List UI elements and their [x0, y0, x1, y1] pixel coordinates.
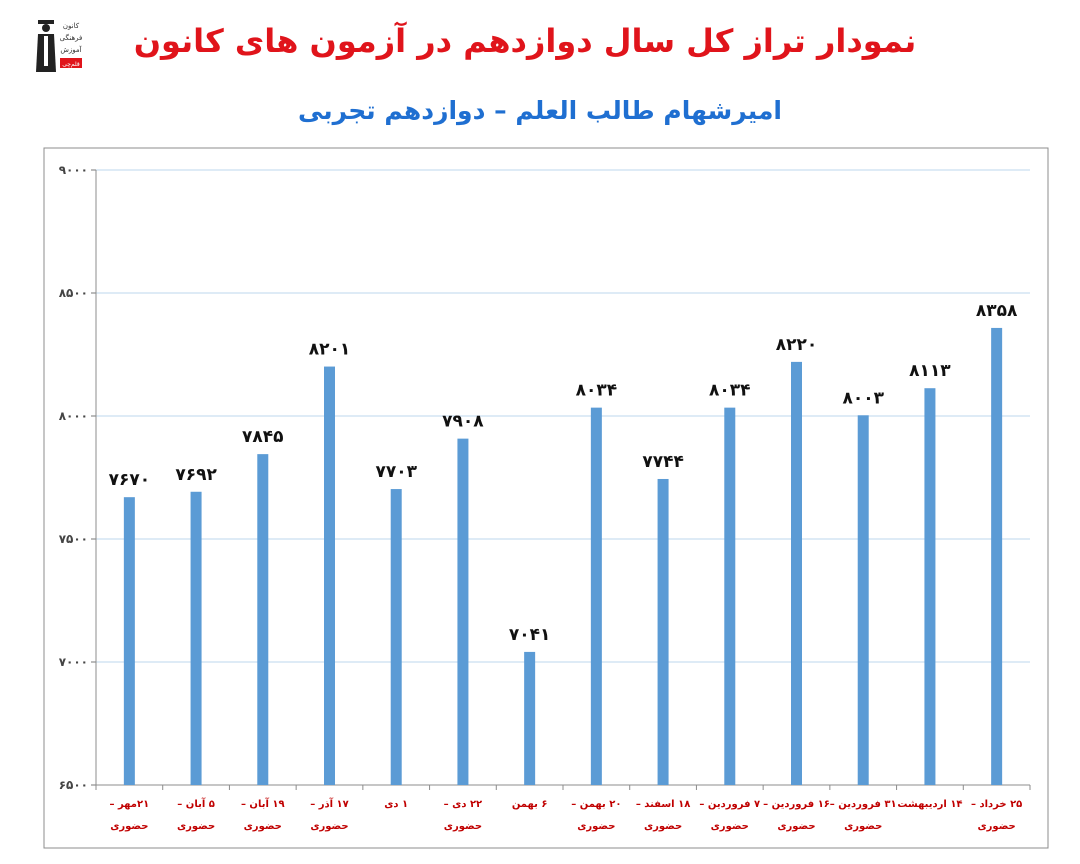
data-label: ۷۸۴۵	[242, 427, 284, 447]
category-label: ۶ بهمن	[512, 799, 548, 810]
category-label: ۲۵ خرداد –	[971, 799, 1022, 810]
category-label: ۱۴ اردیبهشت	[897, 799, 962, 810]
y-tick-label: ۷۰۰۰	[59, 655, 88, 669]
category-label-line-2: حضوری	[110, 821, 148, 832]
bar	[924, 388, 936, 785]
data-label: ۸۲۰۱	[309, 340, 351, 360]
bar	[190, 491, 202, 785]
graduate-logo-icon: کانون فرهنگی آموزش قلم‌چی	[36, 20, 83, 72]
category-label-line-2: حضوری	[711, 821, 749, 832]
category-label: ۱۷ آذر –	[310, 797, 349, 810]
chart-title: نمودار تراز کل سال دوازدهم در آزمون های …	[133, 22, 917, 60]
bar	[724, 407, 736, 785]
data-label: ۷۷۴۴	[642, 452, 684, 472]
bar	[390, 489, 402, 785]
logo-line-3: آموزش	[60, 45, 82, 54]
y-tick-label: ۷۵۰۰	[59, 532, 88, 546]
data-label: ۸۰۳۴	[576, 381, 618, 401]
bar	[991, 327, 1003, 785]
logo-line-2: فرهنگی	[60, 33, 83, 42]
category-label-line-2: حضوری	[644, 821, 682, 832]
category-label: ۲۲ دی –	[444, 799, 482, 810]
category-label-line-2: حضوری	[244, 821, 282, 832]
y-tick-label: ۸۰۰۰	[59, 409, 88, 423]
bar	[524, 651, 536, 785]
data-label: ۷۹۰۸	[442, 412, 484, 432]
category-label: ۱۹ آبان –	[241, 797, 285, 810]
chart-frame	[43, 147, 1049, 849]
y-tick-label: ۹۰۰۰	[59, 163, 88, 177]
category-label-line-2: حضوری	[444, 821, 482, 832]
y-tick-label: ۸۵۰۰	[59, 286, 88, 300]
bar	[324, 366, 335, 785]
category-label: ۵ آبان –	[177, 797, 215, 810]
bar	[257, 454, 269, 785]
category-label-line-2: حضوری	[310, 821, 348, 832]
data-label: ۸۱۱۳	[909, 361, 951, 381]
category-label-line-2: حضوری	[177, 821, 215, 832]
chart-subtitle: امیرشهام طالب العلم – دوازدهم تجربی	[297, 96, 783, 125]
category-label: ۱۶ فروردین –	[763, 799, 830, 810]
category-label: ۲۱مهر –	[109, 799, 149, 810]
category-label: ۳۱ فروردین –	[830, 799, 897, 810]
bar	[123, 497, 135, 785]
category-label: ۱۸ اسفند –	[636, 799, 691, 810]
data-label: ۷۷۰۳	[375, 462, 417, 482]
bar	[857, 415, 869, 785]
bar	[457, 438, 469, 785]
bar	[590, 407, 602, 785]
category-label: ۲۰ بهمن –	[571, 799, 621, 810]
data-label: ۸۲۲۰	[776, 335, 818, 355]
category-label-line-2: حضوری	[844, 821, 882, 832]
bar	[657, 478, 669, 785]
bar	[791, 361, 802, 785]
category-label: ۷ فروردین –	[699, 799, 760, 810]
y-tick-label: ۶۵۰۰	[59, 778, 88, 792]
data-label: ۷۶۹۲	[175, 465, 217, 485]
data-label: ۷۰۴۱	[509, 625, 551, 645]
data-label: ۸۰۳۴	[709, 381, 751, 401]
logo-badge: قلم‌چی	[62, 61, 80, 68]
logo-line-1: کانون	[63, 22, 80, 30]
category-label-line-2: حضوری	[577, 821, 615, 832]
data-label: ۸۳۵۸	[976, 301, 1018, 321]
category-label: ۱ دی	[384, 799, 408, 810]
category-label-line-2: حضوری	[777, 821, 815, 832]
data-label: ۸۰۰۳	[842, 388, 884, 408]
data-label: ۷۶۷۰	[109, 470, 151, 490]
category-label-line-2: حضوری	[978, 821, 1016, 832]
